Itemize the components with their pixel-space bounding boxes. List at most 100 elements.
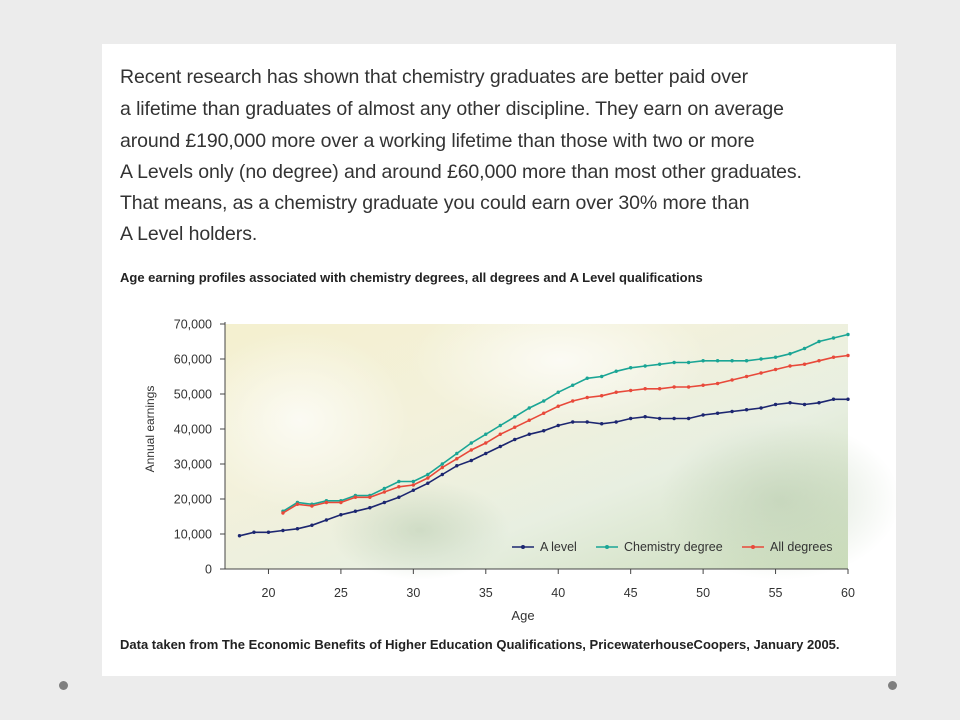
- data-point: [527, 418, 531, 422]
- data-point: [469, 458, 474, 463]
- data-point: [802, 362, 807, 366]
- data-point: [643, 415, 647, 419]
- y-tick-label: 30,000: [174, 458, 212, 472]
- intro-text-line-2: a lifetime than graduates of almost any …: [120, 98, 784, 120]
- data-point: [701, 413, 705, 417]
- data-point: [614, 369, 618, 373]
- data-point: [353, 495, 358, 499]
- x-tick-label: 25: [334, 586, 348, 600]
- data-point: [831, 355, 836, 359]
- data-point: [846, 353, 850, 358]
- data-point: [817, 401, 821, 405]
- data-point: [310, 523, 314, 527]
- chart-title: Age earning profiles associated with che…: [120, 270, 703, 285]
- intro-text-line-1: Recent research has shown that chemistry…: [120, 66, 749, 88]
- data-point: [469, 441, 474, 445]
- data-point: [657, 416, 662, 421]
- bg-glow: [190, 330, 410, 510]
- data-point: [599, 374, 604, 379]
- data-point: [571, 383, 575, 387]
- slide-nav-dot-right: [888, 681, 897, 690]
- plot-background: [190, 290, 900, 580]
- data-point: [715, 359, 720, 363]
- data-point: [498, 444, 502, 449]
- data-point: [295, 502, 300, 506]
- data-point: [426, 472, 430, 477]
- data-point: [426, 476, 430, 480]
- data-point: [411, 488, 416, 492]
- data-point: [759, 406, 763, 410]
- legend-swatch-dot: [521, 545, 525, 549]
- data-point: [266, 530, 271, 534]
- data-point: [759, 357, 763, 361]
- y-tick-label: 0: [205, 563, 212, 577]
- series-line-1: [282, 333, 849, 512]
- data-point: [382, 490, 387, 494]
- data-point: [281, 528, 285, 533]
- x-tick-label: 55: [769, 586, 783, 600]
- data-point: [324, 518, 329, 522]
- data-point: [672, 385, 676, 389]
- data-point: [310, 504, 314, 508]
- data-point: [556, 390, 560, 394]
- data-point: [802, 402, 807, 407]
- data-point: [686, 360, 691, 365]
- data-point: [788, 352, 792, 356]
- data-point: [571, 399, 575, 403]
- data-point: [846, 332, 850, 337]
- data-point: [744, 408, 749, 412]
- series-layer: [237, 332, 850, 538]
- axes: 0 10,000 20,000 30,000 40,000 50,000 60,000 70,…: [174, 318, 855, 601]
- intro-text-line-4: A Levels only (no degree) and around £60…: [120, 161, 802, 183]
- data-point: [368, 495, 372, 499]
- x-tick-label: 40: [551, 586, 565, 600]
- data-point: [672, 360, 676, 365]
- data-point: [237, 534, 242, 538]
- legend: A level Chemistry degree All degrees: [512, 540, 833, 554]
- data-point: [643, 364, 647, 368]
- legend-swatch-dot: [751, 545, 755, 549]
- data-point: [397, 485, 401, 489]
- data-point: [339, 500, 343, 505]
- data-point: [585, 420, 589, 424]
- data-point: [455, 451, 459, 456]
- data-point: [831, 397, 836, 401]
- data-point: [382, 500, 387, 505]
- y-tick-label: 60,000: [174, 353, 212, 367]
- data-point: [730, 409, 734, 414]
- data-point: [773, 367, 778, 372]
- data-point: [759, 371, 763, 375]
- legend-label: A level: [540, 540, 577, 554]
- data-point: [686, 385, 691, 389]
- y-axis-label: Annual earnings: [143, 386, 157, 473]
- data-point: [744, 374, 749, 379]
- data-point: [353, 509, 358, 513]
- data-point: [831, 336, 836, 340]
- intro-text-line-3: around £190,000 more over a working life…: [120, 130, 755, 152]
- source-note: Data taken from The Economic Benefits of…: [120, 637, 840, 652]
- data-point: [556, 404, 560, 408]
- bg-glow: [660, 420, 900, 580]
- data-point: [426, 481, 430, 485]
- data-point: [614, 420, 618, 424]
- y-tick-label: 50,000: [174, 388, 212, 402]
- data-point: [715, 411, 720, 415]
- intro-text-line-6: A Level holders.: [120, 223, 258, 245]
- data-point: [411, 479, 416, 484]
- bg-glow: [330, 480, 510, 580]
- data-point: [513, 437, 517, 442]
- data-point: [484, 432, 488, 436]
- data-point: [643, 387, 647, 391]
- bg-glow: [410, 290, 710, 430]
- data-point: [556, 423, 560, 428]
- x-tick-label: 30: [406, 586, 420, 600]
- x-tick-label: 20: [262, 586, 276, 600]
- data-point: [281, 511, 285, 515]
- data-point: [628, 416, 633, 421]
- x-tick-label: 60: [841, 586, 855, 600]
- data-point: [368, 506, 372, 510]
- data-point: [513, 425, 517, 429]
- legend-swatch-dot: [605, 545, 609, 549]
- data-point: [773, 355, 778, 359]
- data-point: [339, 513, 343, 517]
